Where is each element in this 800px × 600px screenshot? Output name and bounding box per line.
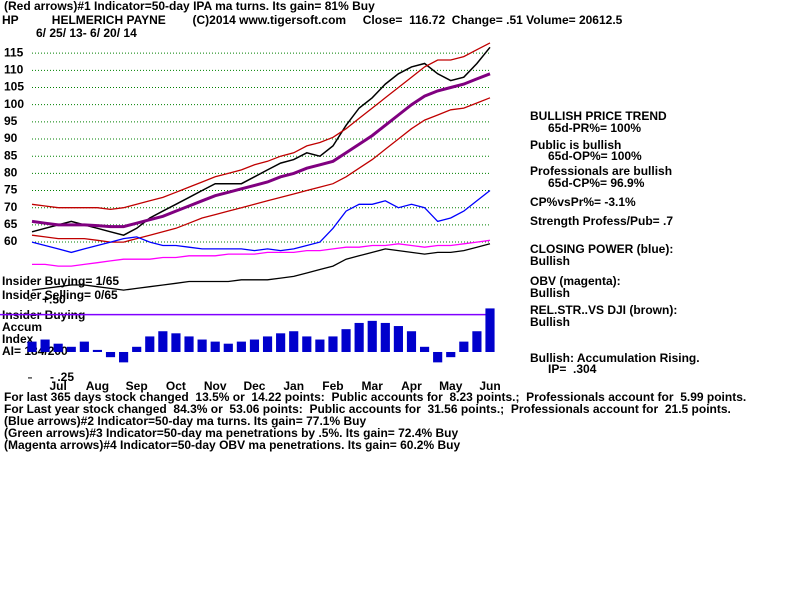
x-tick-label: Sep	[126, 379, 148, 393]
accum-bar	[184, 336, 194, 352]
x-tick-label: May	[439, 379, 463, 393]
header-line: HP HELMERICH PAYNE (C)2014 www.tigersoft…	[2, 13, 623, 27]
y-tick-label: 110	[4, 63, 24, 77]
status-note: 65d-OP%= 100%	[548, 149, 642, 163]
y-tick-label: 105	[4, 80, 24, 94]
accum-bar	[197, 339, 207, 352]
accum-bar	[132, 346, 142, 352]
accum-bar	[40, 339, 50, 352]
y-tick-label: - .25	[50, 370, 74, 384]
x-tick-label: Nov	[204, 379, 227, 393]
x-tick-label: Jul	[49, 379, 66, 393]
accum-bar	[249, 339, 260, 352]
insider-note: Insider Selling= 0/65	[2, 288, 118, 302]
accum-bar	[171, 333, 181, 352]
x-tick-label: Feb	[322, 379, 343, 393]
y-tick-label: 70	[4, 200, 18, 214]
x-tick-label: Dec	[243, 379, 265, 393]
accum-bar	[223, 343, 233, 352]
accum-bar	[289, 331, 299, 352]
status-note: IP= .304	[548, 362, 597, 376]
insider-note: Index	[2, 332, 34, 346]
x-tick-label: Jun	[479, 379, 500, 393]
y-tick-label: 60	[4, 234, 18, 248]
status-note: 65d-PR%= 100%	[548, 121, 641, 135]
status-note: BULLISH PRICE TREND	[530, 109, 667, 123]
status-note: Public is bullish	[530, 138, 621, 152]
accum-bar	[105, 351, 116, 358]
series-line	[32, 239, 491, 267]
series-line	[31, 72, 491, 229]
accum-bar	[27, 341, 37, 352]
footer-line: For last 365 days stock changed 13.5% or…	[4, 390, 746, 404]
status-note: Bullish	[530, 315, 570, 329]
y-tick-label: +.50	[42, 292, 66, 306]
footer-line: (Green arrows)#3 Indicator=50-day ma pen…	[4, 426, 458, 440]
y-tick-label: 95	[4, 114, 18, 128]
x-tick-label: Aug	[86, 379, 109, 393]
series-line	[31, 97, 491, 243]
accum-bar	[485, 308, 495, 352]
x-tick-label: Jan	[283, 379, 304, 393]
series-line	[31, 243, 491, 291]
accum-bar	[315, 339, 325, 352]
y-tick-label: 65	[4, 217, 18, 231]
y-tick-label: 75	[4, 183, 18, 197]
accum-bar	[419, 346, 430, 352]
status-note: Strength Profess/Pub= .7	[530, 214, 673, 228]
series-line	[31, 42, 491, 211]
x-tick-label: Oct	[166, 379, 186, 393]
accum-bar	[367, 320, 377, 352]
footer-line: (Magenta arrows)#4 Indicator=50-day OBV …	[4, 438, 460, 452]
accum-bar	[79, 341, 89, 352]
date-range: 6/ 25/ 13- 6/ 20/ 14	[36, 26, 137, 40]
accum-bar	[302, 336, 312, 352]
accum-bar	[145, 336, 155, 352]
accum-bar	[236, 341, 246, 352]
y-tick-label: 85	[4, 148, 18, 162]
accum-bar	[354, 322, 364, 352]
header-line: (Red arrows)#1 Indicator=50-day IPA ma t…	[4, 0, 375, 13]
insider-note: Accum	[2, 320, 42, 334]
accum-bar	[262, 336, 273, 352]
accum-bar	[472, 331, 482, 352]
insider-note: Insider Buying= 1/65	[2, 274, 119, 288]
status-note: 65d-CP%= 96.9%	[548, 176, 645, 190]
y-tick-label: 80	[4, 166, 18, 180]
status-note: Bullish	[530, 254, 570, 268]
y-tick-label: 115	[4, 45, 24, 59]
accum-bar	[92, 349, 103, 352]
accum-bar	[328, 336, 338, 352]
accum-bar	[158, 331, 168, 352]
accum-bar	[341, 329, 351, 352]
accum-bar	[380, 322, 390, 352]
status-note: CLOSING POWER (blue):	[530, 242, 673, 256]
accum-bar	[119, 351, 129, 363]
series-line	[31, 189, 491, 254]
status-note: CP%vsPr%= -3.1%	[530, 195, 636, 209]
series-line	[31, 46, 491, 236]
accum-bar	[406, 331, 417, 352]
x-tick-label: Mar	[362, 379, 384, 393]
status-note: Bullish: Accumulation Rising.	[530, 351, 700, 365]
accum-bar	[393, 326, 403, 352]
accum-bar	[210, 341, 220, 352]
x-tick-label: Apr	[401, 379, 422, 393]
footer-line: (Blue arrows)#2 Indicator=50-day ma turn…	[4, 414, 366, 428]
status-note: Professionals are bullish	[530, 164, 672, 178]
status-note: OBV (magenta):	[530, 274, 621, 288]
accum-bar	[459, 341, 469, 352]
accum-bar	[66, 346, 76, 352]
accum-bar	[53, 343, 63, 352]
status-note: REL.STR..VS DJI (brown):	[530, 303, 677, 317]
accum-bar	[446, 351, 456, 358]
status-note: Bullish	[530, 286, 570, 300]
y-tick-label: 100	[4, 97, 24, 111]
footer-line: For Last year stock changed 84.3% or 53.…	[4, 402, 731, 416]
accum-bar	[433, 351, 443, 363]
y-tick-label: 90	[4, 131, 18, 145]
accum-bar	[276, 333, 286, 352]
